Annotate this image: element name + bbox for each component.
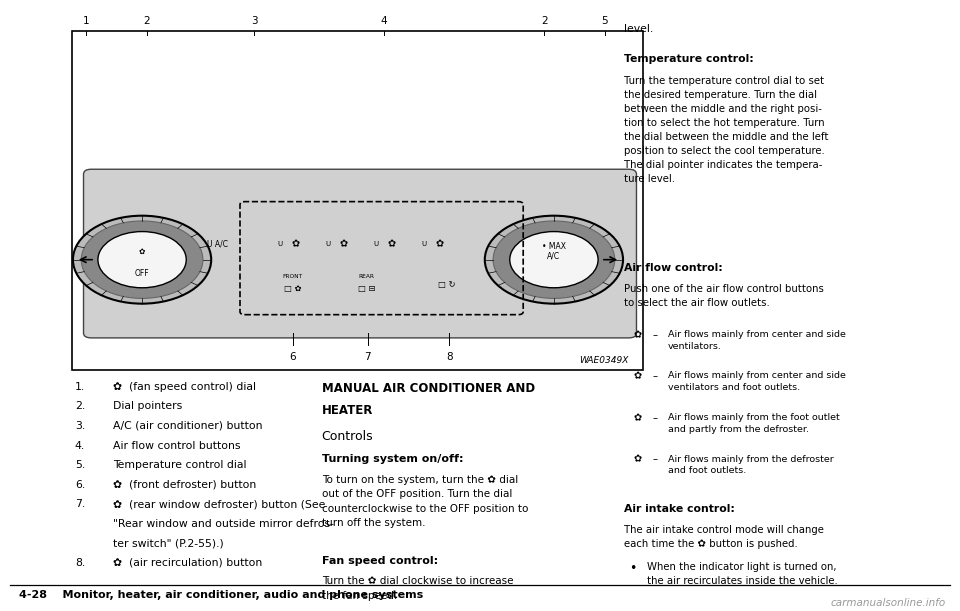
Text: 3: 3 xyxy=(252,16,257,26)
Circle shape xyxy=(493,221,614,298)
Text: 5: 5 xyxy=(602,16,608,26)
Text: WAE0349X: WAE0349X xyxy=(580,356,629,365)
Text: U A/C: U A/C xyxy=(207,240,228,249)
Text: ✿: ✿ xyxy=(340,240,348,249)
Text: 7.: 7. xyxy=(75,499,85,509)
Text: U: U xyxy=(373,241,379,247)
Circle shape xyxy=(82,221,203,298)
Text: ✿  (rear window defroster) button (See: ✿ (rear window defroster) button (See xyxy=(113,499,325,509)
Text: OFF: OFF xyxy=(134,269,150,278)
Text: □ ✿: □ ✿ xyxy=(284,284,301,293)
Text: 3.: 3. xyxy=(75,421,85,431)
Text: ✿: ✿ xyxy=(634,455,641,464)
Text: 2: 2 xyxy=(541,16,547,26)
Text: Turn the ✿ dial clockwise to increase
the fan speed.: Turn the ✿ dial clockwise to increase th… xyxy=(322,576,513,601)
Text: 1.: 1. xyxy=(75,382,85,392)
Text: ✿: ✿ xyxy=(292,240,300,249)
Text: Air flow control:: Air flow control: xyxy=(624,263,723,273)
Text: • MAX
A/C: • MAX A/C xyxy=(541,241,565,261)
Text: Controls: Controls xyxy=(322,430,373,442)
Text: 2: 2 xyxy=(144,16,150,26)
Text: To turn on the system, turn the ✿ dial
out of the OFF position. Turn the dial
co: To turn on the system, turn the ✿ dial o… xyxy=(322,475,528,528)
Text: 7: 7 xyxy=(365,353,371,362)
Text: U: U xyxy=(277,241,283,247)
Text: HEATER: HEATER xyxy=(322,404,373,417)
Text: 4-28    Monitor, heater, air conditioner, audio and phone systems: 4-28 Monitor, heater, air conditioner, a… xyxy=(19,590,423,600)
Text: –: – xyxy=(653,413,658,423)
Text: Dial pointers: Dial pointers xyxy=(113,401,182,411)
Text: level.: level. xyxy=(624,24,653,34)
Circle shape xyxy=(73,216,211,304)
Text: ✿  (fan speed control) dial: ✿ (fan speed control) dial xyxy=(113,382,256,392)
Text: ✿: ✿ xyxy=(634,330,641,340)
Text: –: – xyxy=(653,330,658,340)
Text: –: – xyxy=(653,455,658,464)
Text: 2.: 2. xyxy=(75,401,85,411)
Text: ter switch" (P.2-55).): ter switch" (P.2-55).) xyxy=(113,538,224,548)
Text: □ ↻: □ ↻ xyxy=(438,280,455,288)
Text: MANUAL AIR CONDITIONER AND: MANUAL AIR CONDITIONER AND xyxy=(322,382,535,395)
Text: □ ⊟: □ ⊟ xyxy=(358,284,375,293)
Text: Air flows mainly from the defroster
and foot outlets.: Air flows mainly from the defroster and … xyxy=(668,455,834,475)
Text: ✿: ✿ xyxy=(139,247,145,256)
Text: ✿: ✿ xyxy=(436,240,444,249)
Text: 4.: 4. xyxy=(75,441,85,450)
Text: Temperature control dial: Temperature control dial xyxy=(113,460,247,470)
Text: ✿  (front defroster) button: ✿ (front defroster) button xyxy=(113,480,256,489)
Text: ✿: ✿ xyxy=(388,240,396,249)
Text: 6.: 6. xyxy=(75,480,85,489)
Text: REAR: REAR xyxy=(359,274,374,279)
Text: 4: 4 xyxy=(381,16,387,26)
Text: ✿  (air recirculation) button: ✿ (air recirculation) button xyxy=(113,558,262,568)
Text: 1: 1 xyxy=(84,16,89,26)
Text: –: – xyxy=(653,371,658,381)
Text: Temperature control:: Temperature control: xyxy=(624,54,754,64)
Text: ✿: ✿ xyxy=(634,413,641,423)
Text: 6: 6 xyxy=(290,353,296,362)
Text: 5.: 5. xyxy=(75,460,85,470)
Text: Air flows mainly from the foot outlet
and partly from the defroster.: Air flows mainly from the foot outlet an… xyxy=(668,413,840,434)
Text: U: U xyxy=(325,241,331,247)
Circle shape xyxy=(98,232,186,288)
Text: Air flows mainly from center and side
ventilators and foot outlets.: Air flows mainly from center and side ve… xyxy=(668,371,846,392)
Text: "Rear window and outside mirror defros-: "Rear window and outside mirror defros- xyxy=(113,519,334,529)
Text: Push one of the air flow control buttons
to select the air flow outlets.: Push one of the air flow control buttons… xyxy=(624,284,824,308)
Text: When the indicator light is turned on,
the air recirculates inside the vehicle.: When the indicator light is turned on, t… xyxy=(647,562,838,586)
Text: 8: 8 xyxy=(446,353,452,362)
Bar xyxy=(72,31,643,370)
Text: The air intake control mode will change
each time the ✿ button is pushed.: The air intake control mode will change … xyxy=(624,525,824,549)
Text: Turn the temperature control dial to set
the desired temperature. Turn the dial
: Turn the temperature control dial to set… xyxy=(624,76,828,185)
Text: Turning system on/off:: Turning system on/off: xyxy=(322,454,463,464)
Text: Air flow control buttons: Air flow control buttons xyxy=(113,441,241,450)
Text: A/C (air conditioner) button: A/C (air conditioner) button xyxy=(113,421,263,431)
Text: 8.: 8. xyxy=(75,558,85,568)
Circle shape xyxy=(485,216,623,304)
Text: Air intake control:: Air intake control: xyxy=(624,504,734,514)
Text: carmanualsonline.info: carmanualsonline.info xyxy=(830,598,946,608)
Text: FRONT: FRONT xyxy=(283,274,302,279)
Text: Fan speed control:: Fan speed control: xyxy=(322,556,438,566)
Text: •: • xyxy=(629,562,636,575)
Circle shape xyxy=(510,232,598,288)
Text: Air flows mainly from center and side
ventilators.: Air flows mainly from center and side ve… xyxy=(668,330,846,351)
Text: U: U xyxy=(421,241,427,247)
FancyBboxPatch shape xyxy=(84,169,636,338)
Text: ✿: ✿ xyxy=(634,371,641,381)
